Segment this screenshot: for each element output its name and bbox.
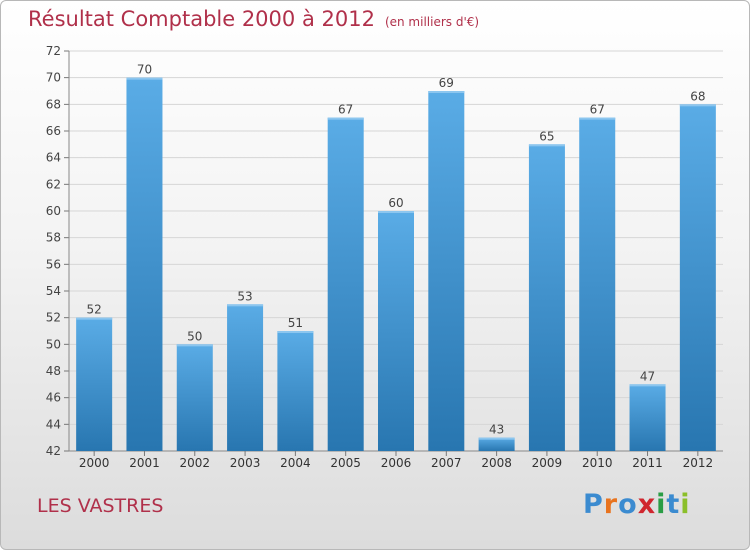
bar-highlight-2001 [126, 77, 163, 80]
data-labels: 52 70 50 53 51 67 60 69 43 65 67 47 68 [87, 63, 706, 437]
x-tick-label-2008: 2008 [481, 456, 512, 470]
value-label-2011: 47 [640, 369, 655, 383]
x-tick-label-2003: 2003 [230, 456, 261, 470]
proxiti-logo[interactable]: Proxiti [583, 489, 691, 520]
chart-title-main: Résultat Comptable 2000 à 2012 [28, 7, 375, 31]
value-label-2000: 52 [87, 303, 102, 317]
bar-2005[interactable] [327, 117, 364, 452]
axes: 42 44 46 48 50 52 54 56 58 60 62 64 66 68 70 72 2000 2001… [46, 44, 723, 470]
value-label-2010: 67 [590, 103, 605, 117]
value-label-2006: 60 [388, 196, 403, 210]
y-tick-label: 44 [46, 417, 61, 431]
bar-highlight-2012 [679, 104, 716, 107]
bar-highlight-2009 [528, 144, 565, 147]
y-tick-label: 46 [46, 391, 61, 405]
logo-letter: r [603, 489, 619, 520]
bar-highlight-2004 [277, 331, 314, 333]
y-tick-label: 70 [46, 71, 61, 85]
bar-2006[interactable] [378, 211, 414, 451]
bar-highlight-2005 [327, 117, 364, 120]
bar-2004[interactable] [277, 331, 314, 451]
x-tick-label-2009: 2009 [532, 456, 563, 470]
value-label-2003: 53 [237, 289, 252, 303]
logo-letter: i [656, 489, 667, 520]
value-label-2001: 70 [137, 63, 152, 77]
bar-highlight-2003 [227, 304, 264, 307]
y-tick-label: 56 [46, 257, 61, 271]
x-tick-label-2011: 2011 [632, 456, 663, 470]
bars [76, 77, 716, 452]
bar-2011[interactable] [629, 384, 666, 451]
value-label-2005: 67 [338, 103, 353, 117]
chart-title: Résultat Comptable 2000 à 2012 (en millie… [28, 7, 479, 31]
value-label-2009: 65 [539, 129, 554, 143]
logo-letter: o [618, 489, 638, 520]
y-tick-label: 58 [46, 231, 61, 245]
bar-2002[interactable] [176, 344, 213, 451]
bar-2001[interactable] [126, 77, 163, 452]
bar-highlight-2011 [629, 384, 666, 387]
value-label-2007: 69 [439, 76, 454, 90]
value-label-2002: 50 [187, 329, 202, 343]
y-tick-label: 60 [46, 204, 61, 218]
x-tick-label-2007: 2007 [431, 456, 462, 470]
y-tick-label: 48 [46, 364, 61, 378]
y-tick-label: 62 [46, 177, 61, 191]
x-tick-label-2001: 2001 [129, 456, 160, 470]
x-tick-label-2004: 2004 [280, 456, 311, 470]
logo-letter: i [680, 489, 691, 520]
bar-highlight-2007 [428, 91, 465, 93]
commune-name: LES VASTRES [37, 495, 164, 517]
logo-letter: P [583, 489, 604, 520]
bar-2003[interactable] [227, 304, 264, 451]
chart-title-unit: (en milliers d'€) [384, 15, 480, 29]
y-tick-label: 52 [46, 311, 61, 325]
logo-letter: x [637, 489, 657, 520]
bar-highlight-2006 [378, 211, 414, 213]
bar-highlight-2002 [176, 344, 213, 347]
x-tick-label-2006: 2006 [381, 456, 412, 470]
y-tick-label: 64 [46, 151, 61, 165]
value-label-2004: 51 [288, 316, 303, 330]
x-tick-label-2002: 2002 [179, 456, 210, 470]
y-tick-label: 54 [46, 284, 61, 298]
bar-2008[interactable] [478, 437, 515, 451]
bar-2007[interactable] [428, 91, 465, 451]
y-tick-label: 50 [46, 337, 61, 351]
logo-letter: t [666, 489, 681, 520]
y-tick-label: 66 [46, 124, 61, 138]
x-tick-label-2000: 2000 [79, 456, 110, 470]
y-tick-label: 68 [46, 97, 61, 111]
bar-2009[interactable] [528, 144, 565, 452]
bar-2012[interactable] [679, 104, 716, 451]
y-tick-label: 72 [46, 44, 61, 58]
value-label-2008: 43 [489, 423, 504, 437]
x-tick-label-2005: 2005 [330, 456, 361, 470]
x-tick-label-2010: 2010 [582, 456, 613, 470]
bar-highlight-2008 [478, 437, 515, 440]
y-tick-label: 42 [46, 444, 61, 458]
value-label-2012: 68 [690, 89, 705, 103]
x-tick-label-2012: 2012 [683, 456, 714, 470]
bar-2010[interactable] [579, 117, 616, 452]
bar-highlight-2010 [579, 117, 616, 120]
bar-highlight-2000 [76, 317, 113, 320]
bar-2000[interactable] [76, 317, 113, 451]
